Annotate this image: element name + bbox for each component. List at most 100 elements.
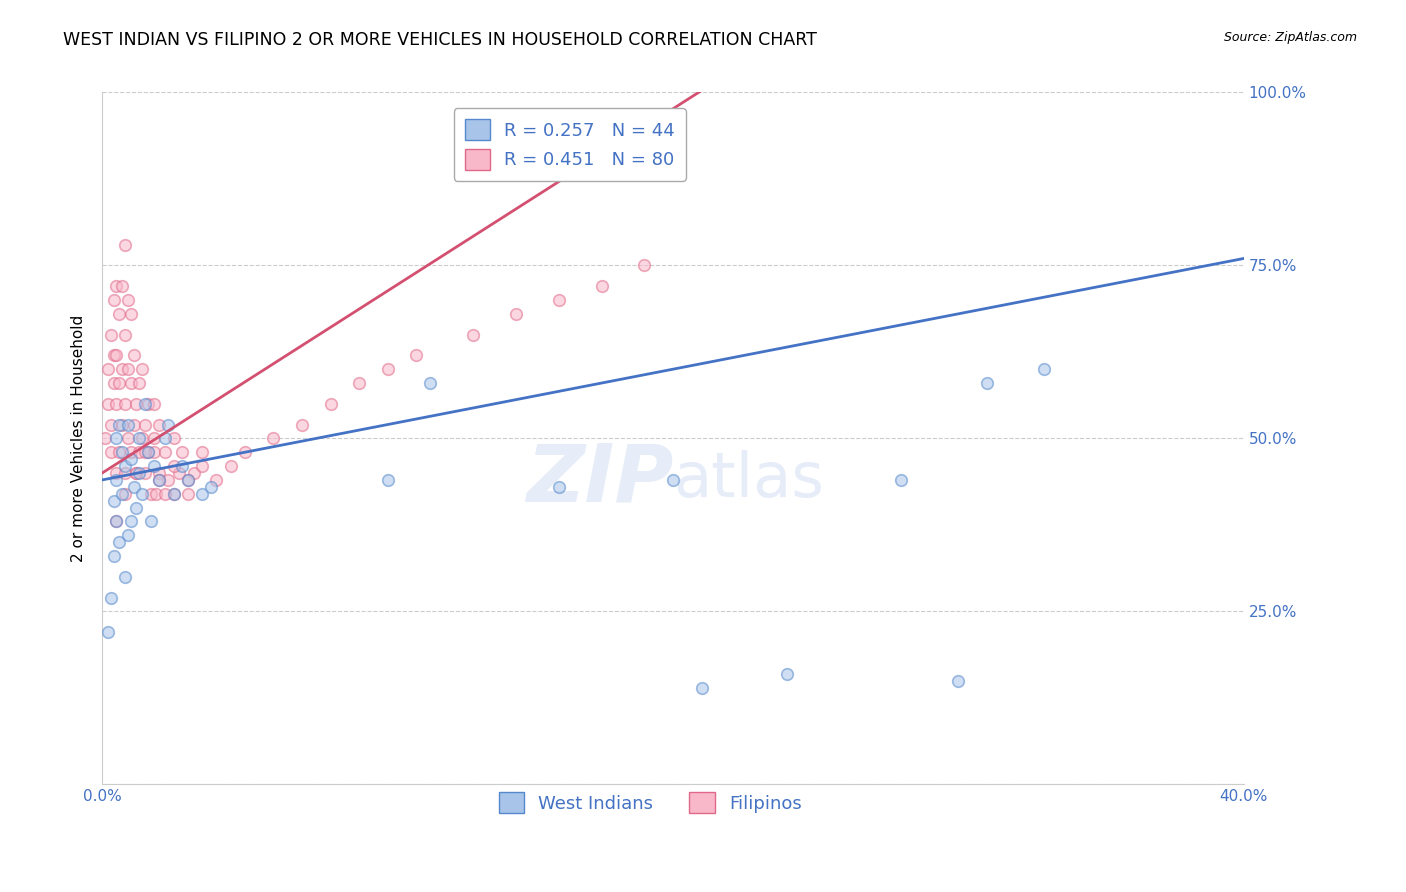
Point bbox=[128, 431, 150, 445]
Point bbox=[117, 362, 139, 376]
Point bbox=[172, 445, 194, 459]
Point bbox=[377, 362, 399, 376]
Point bbox=[172, 459, 194, 474]
Point bbox=[131, 362, 153, 376]
Point bbox=[205, 473, 228, 487]
Point bbox=[105, 431, 128, 445]
Point bbox=[153, 445, 176, 459]
Point bbox=[100, 445, 122, 459]
Point bbox=[114, 237, 136, 252]
Point bbox=[122, 348, 145, 362]
Point bbox=[128, 445, 150, 459]
Text: Source: ZipAtlas.com: Source: ZipAtlas.com bbox=[1223, 31, 1357, 45]
Point bbox=[262, 431, 284, 445]
Point bbox=[105, 515, 128, 529]
Point bbox=[162, 487, 184, 501]
Point bbox=[122, 417, 145, 432]
Point bbox=[103, 493, 125, 508]
Point bbox=[200, 480, 222, 494]
Point bbox=[108, 307, 131, 321]
Point bbox=[120, 452, 142, 467]
Point bbox=[505, 307, 527, 321]
Point bbox=[117, 417, 139, 432]
Point bbox=[108, 376, 131, 390]
Point bbox=[108, 417, 131, 432]
Point bbox=[117, 293, 139, 307]
Point bbox=[419, 376, 441, 390]
Point bbox=[111, 417, 134, 432]
Point bbox=[547, 480, 569, 494]
Point bbox=[948, 673, 970, 688]
Point bbox=[111, 362, 134, 376]
Point bbox=[156, 417, 179, 432]
Point bbox=[114, 487, 136, 501]
Point bbox=[591, 279, 613, 293]
Point bbox=[776, 666, 799, 681]
Point bbox=[111, 279, 134, 293]
Point bbox=[97, 397, 120, 411]
Point bbox=[148, 473, 170, 487]
Point bbox=[108, 535, 131, 549]
Point bbox=[94, 431, 117, 445]
Point bbox=[100, 591, 122, 605]
Point bbox=[347, 376, 370, 390]
Point bbox=[142, 397, 165, 411]
Point bbox=[114, 459, 136, 474]
Point bbox=[128, 466, 150, 480]
Point bbox=[153, 487, 176, 501]
Point bbox=[976, 376, 998, 390]
Point bbox=[134, 417, 156, 432]
Legend: West Indians, Filipinos: West Indians, Filipinos bbox=[488, 781, 813, 824]
Point bbox=[690, 681, 713, 695]
Point bbox=[156, 473, 179, 487]
Point bbox=[191, 487, 214, 501]
Point bbox=[97, 362, 120, 376]
Point bbox=[108, 445, 131, 459]
Point bbox=[148, 473, 170, 487]
Point bbox=[131, 487, 153, 501]
Point bbox=[291, 417, 314, 432]
Point bbox=[105, 515, 128, 529]
Point bbox=[134, 397, 156, 411]
Point bbox=[100, 327, 122, 342]
Point bbox=[114, 327, 136, 342]
Point bbox=[1033, 362, 1056, 376]
Point bbox=[319, 397, 342, 411]
Point bbox=[100, 417, 122, 432]
Point bbox=[162, 431, 184, 445]
Point bbox=[148, 466, 170, 480]
Point bbox=[633, 259, 655, 273]
Point bbox=[136, 445, 159, 459]
Point bbox=[111, 445, 134, 459]
Point bbox=[139, 487, 162, 501]
Point bbox=[128, 376, 150, 390]
Point bbox=[377, 473, 399, 487]
Point bbox=[191, 459, 214, 474]
Text: WEST INDIAN VS FILIPINO 2 OR MORE VEHICLES IN HOUSEHOLD CORRELATION CHART: WEST INDIAN VS FILIPINO 2 OR MORE VEHICL… bbox=[63, 31, 817, 49]
Point bbox=[134, 445, 156, 459]
Point bbox=[103, 348, 125, 362]
Point bbox=[114, 397, 136, 411]
Point bbox=[103, 549, 125, 563]
Point bbox=[142, 445, 165, 459]
Point bbox=[177, 473, 200, 487]
Point bbox=[120, 445, 142, 459]
Point bbox=[191, 445, 214, 459]
Point bbox=[142, 459, 165, 474]
Point bbox=[131, 431, 153, 445]
Point bbox=[125, 466, 148, 480]
Point bbox=[120, 515, 142, 529]
Point bbox=[162, 487, 184, 501]
Point bbox=[233, 445, 256, 459]
Point bbox=[463, 327, 485, 342]
Point bbox=[169, 466, 191, 480]
Point bbox=[145, 487, 167, 501]
Point bbox=[153, 431, 176, 445]
Point bbox=[114, 466, 136, 480]
Point bbox=[120, 307, 142, 321]
Point bbox=[136, 397, 159, 411]
Point bbox=[105, 466, 128, 480]
Point bbox=[122, 480, 145, 494]
Point bbox=[148, 417, 170, 432]
Point bbox=[97, 625, 120, 640]
